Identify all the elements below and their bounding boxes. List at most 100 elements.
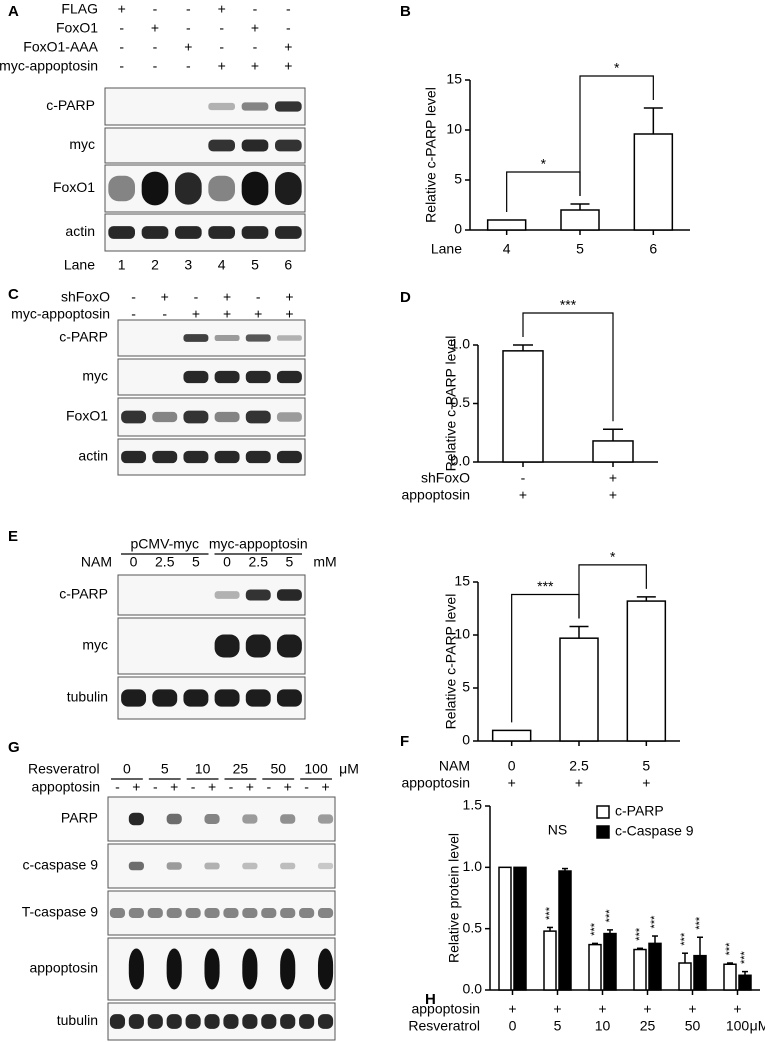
error-bar	[682, 952, 688, 964]
y-axis-label: Relative c-PARP level	[443, 594, 459, 730]
condition-sign: -	[253, 1, 258, 17]
blot-band	[280, 862, 296, 870]
error-bar	[637, 947, 643, 950]
blot-band	[141, 171, 169, 206]
category-row-name: NAM	[439, 758, 470, 774]
blot-band	[317, 814, 334, 824]
condition-sign: -	[119, 39, 124, 55]
condition-sign: +	[251, 58, 259, 74]
condition-sign: +	[254, 306, 262, 322]
blot-row-label: c-PARP	[59, 586, 108, 602]
category-row-name: shFoxO	[421, 470, 470, 486]
blot-band	[183, 410, 209, 424]
panel-letter: C	[8, 286, 19, 303]
y-tick-label: 15	[446, 71, 462, 87]
y-tick-label: 0.5	[451, 394, 471, 410]
error-bar	[742, 970, 748, 976]
category-label: 5	[642, 758, 650, 774]
blot-band	[108, 175, 135, 202]
condition-sign: -	[256, 289, 261, 305]
blot-row-label: PARP	[61, 810, 98, 826]
blot-row-label: appoptosin	[29, 960, 98, 976]
blot-band	[183, 450, 209, 464]
lane-number: 4	[218, 257, 226, 273]
blot-row-label: T-caspase 9	[22, 904, 98, 920]
blot-row-label: c-PARP	[59, 329, 108, 345]
significance-label: ***	[560, 297, 577, 313]
condition-sign: -	[131, 289, 136, 305]
condition-sign: -	[186, 1, 191, 17]
blot-band	[175, 226, 202, 239]
condition-sign: +	[284, 779, 292, 795]
blot-band	[141, 226, 169, 239]
condition-sign: +	[284, 39, 292, 55]
category-label: +	[642, 775, 650, 791]
group-label: myc-appoptosin	[209, 536, 308, 552]
condition-name: appoptosin	[31, 779, 100, 795]
blot-band	[275, 172, 302, 205]
blot-band	[108, 226, 135, 239]
blot-band	[166, 908, 182, 918]
error-bar	[697, 936, 703, 956]
significance-bracket	[522, 312, 614, 422]
blot-band	[245, 589, 271, 601]
blot-row-label: tubulin	[67, 689, 108, 705]
blot-band	[128, 1014, 144, 1029]
category-label: 0	[509, 1018, 517, 1034]
condition-sign: -	[115, 779, 120, 795]
significance-label: *	[541, 156, 547, 172]
blot-panel	[104, 213, 306, 252]
condition-sign: +	[132, 779, 140, 795]
blot-band	[242, 1014, 258, 1029]
error-bar	[652, 935, 658, 944]
blot-band	[183, 689, 209, 707]
panel-letter: F	[400, 733, 409, 750]
y-tick-label: 1.5	[463, 797, 483, 813]
blot-band	[317, 948, 334, 990]
blot-band	[152, 411, 178, 423]
error-bar	[570, 203, 590, 210]
blot-row-label: myc	[82, 368, 108, 384]
group-label: 10	[195, 761, 211, 777]
category-label: +	[575, 775, 583, 791]
blot-band	[241, 139, 269, 152]
blot-row-label: tubulin	[57, 1012, 98, 1028]
bar	[543, 930, 557, 991]
blot-band	[245, 334, 271, 342]
bar	[498, 866, 512, 991]
category-label: +	[598, 1001, 606, 1017]
significance-mark: ***	[544, 906, 556, 920]
blot-panel	[107, 937, 336, 1001]
blot-band	[183, 334, 209, 342]
blot-band	[208, 226, 235, 239]
blot-band	[276, 412, 302, 422]
blot-band	[185, 1014, 201, 1029]
category-label: +	[508, 1001, 516, 1017]
blot-band	[208, 102, 235, 111]
blot-band	[204, 1014, 220, 1029]
condition-name: myc-appoptosin	[0, 58, 98, 74]
significance-mark: ***	[604, 909, 616, 923]
category-label: 10	[595, 1018, 611, 1034]
blot-row-label: myc	[82, 637, 108, 653]
condition-sign: -	[153, 1, 158, 17]
blot-band	[121, 689, 147, 707]
bar	[648, 942, 662, 991]
significance-mark: ***	[739, 950, 751, 964]
condition-sign: +	[246, 779, 254, 795]
significance-bracket	[579, 75, 654, 196]
blot-panel	[117, 319, 306, 357]
category-label: 25	[640, 1018, 656, 1034]
error-bar	[636, 596, 656, 602]
blot-band	[128, 908, 144, 918]
significance-bracket	[506, 171, 581, 212]
blot-panel	[117, 676, 306, 720]
condition-sign: +	[285, 289, 293, 305]
y-tick-label: 0	[462, 732, 470, 748]
condition-sign: -	[131, 306, 136, 322]
blot-band	[214, 411, 240, 423]
y-tick-label: 1.0	[451, 336, 471, 352]
group-annotation: NS	[548, 821, 567, 837]
blot-panel	[117, 397, 306, 437]
